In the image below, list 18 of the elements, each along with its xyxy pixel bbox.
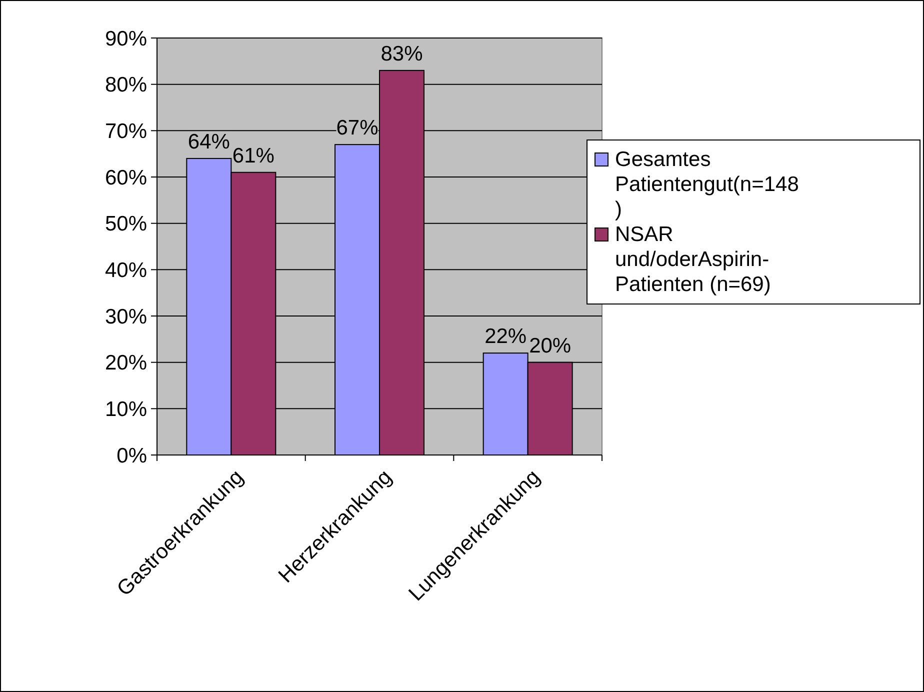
y-tick-label: 50% <box>104 212 147 236</box>
data-label: 20% <box>529 334 572 358</box>
y-tick-label: 30% <box>104 305 147 328</box>
y-tick-label: 90% <box>104 27 147 50</box>
data-label: 22% <box>484 325 527 348</box>
y-tick-label: 20% <box>104 352 147 375</box>
y-tick-label: 0% <box>116 444 147 468</box>
data-label: 61% <box>232 144 274 168</box>
y-tick-label: 40% <box>104 259 147 282</box>
legend-label: Gesamtes Patientengut(n=148) <box>615 148 799 221</box>
y-tick-label: 60% <box>104 166 147 190</box>
y-tick-label: 80% <box>104 74 147 97</box>
legend-label: NSAR und/oderAspirin-Patienten (n=69) <box>615 223 771 296</box>
y-tick-label: 70% <box>104 120 147 144</box>
data-label: 64% <box>188 130 230 154</box>
data-label: 67% <box>336 116 378 140</box>
y-tick-label: 10% <box>104 398 147 422</box>
data-label: 83% <box>380 42 423 66</box>
